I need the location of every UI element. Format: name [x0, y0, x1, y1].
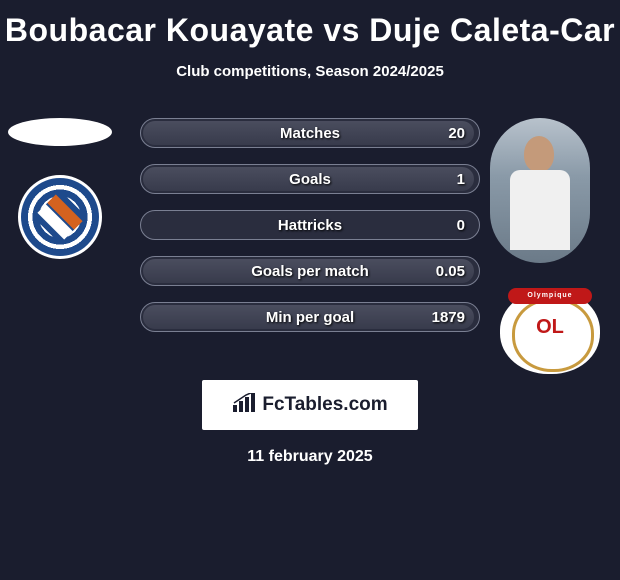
stat-bar-mpg: Min per goal 1879 [140, 302, 480, 332]
stat-label: Goals [141, 165, 479, 195]
date-text: 11 february 2025 [0, 448, 620, 466]
stat-bar-hattricks: Hattricks 0 [140, 210, 480, 240]
stat-label: Hattricks [141, 211, 479, 241]
stat-bar-matches: Matches 20 [140, 118, 480, 148]
club-badge-right: Olympique Lyonnais [500, 290, 600, 374]
page-title: Boubacar Kouayate vs Duje Caleta-Car [0, 0, 620, 49]
stat-bar-goals: Goals 1 [140, 164, 480, 194]
player-right-photo [490, 118, 590, 263]
stat-value: 20 [448, 119, 465, 149]
stat-label: Min per goal [141, 303, 479, 333]
club-badge-left [18, 175, 102, 259]
stats-column: Matches 20 Goals 1 Hattricks 0 Goals per… [140, 118, 480, 348]
stat-bar-gpm: Goals per match 0.05 [140, 256, 480, 286]
stat-label: Matches [141, 119, 479, 149]
stat-value: 0 [457, 211, 465, 241]
brand-box: FcTables.com [202, 380, 418, 430]
bar-chart-icon [232, 393, 256, 418]
stat-value: 1879 [432, 303, 465, 333]
brand-text: FcTables.com [262, 394, 387, 416]
stat-value: 0.05 [436, 257, 465, 287]
player-left-photo [8, 118, 112, 146]
club-right-ribbon: Olympique Lyonnais [508, 288, 592, 304]
stat-value: 1 [457, 165, 465, 195]
subtitle: Club competitions, Season 2024/2025 [0, 63, 620, 80]
stat-label: Goals per match [141, 257, 479, 287]
